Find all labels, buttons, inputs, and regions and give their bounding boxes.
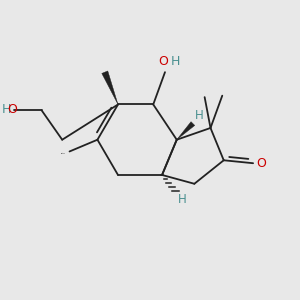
Text: H: H xyxy=(2,103,11,116)
Text: O: O xyxy=(8,103,17,116)
Polygon shape xyxy=(177,122,195,140)
Text: O: O xyxy=(256,157,266,170)
Text: O: O xyxy=(159,55,169,68)
Text: H: H xyxy=(178,194,186,206)
Text: H: H xyxy=(171,55,180,68)
Polygon shape xyxy=(102,71,118,104)
Text: methyl: methyl xyxy=(61,152,66,154)
Text: H: H xyxy=(195,109,204,122)
